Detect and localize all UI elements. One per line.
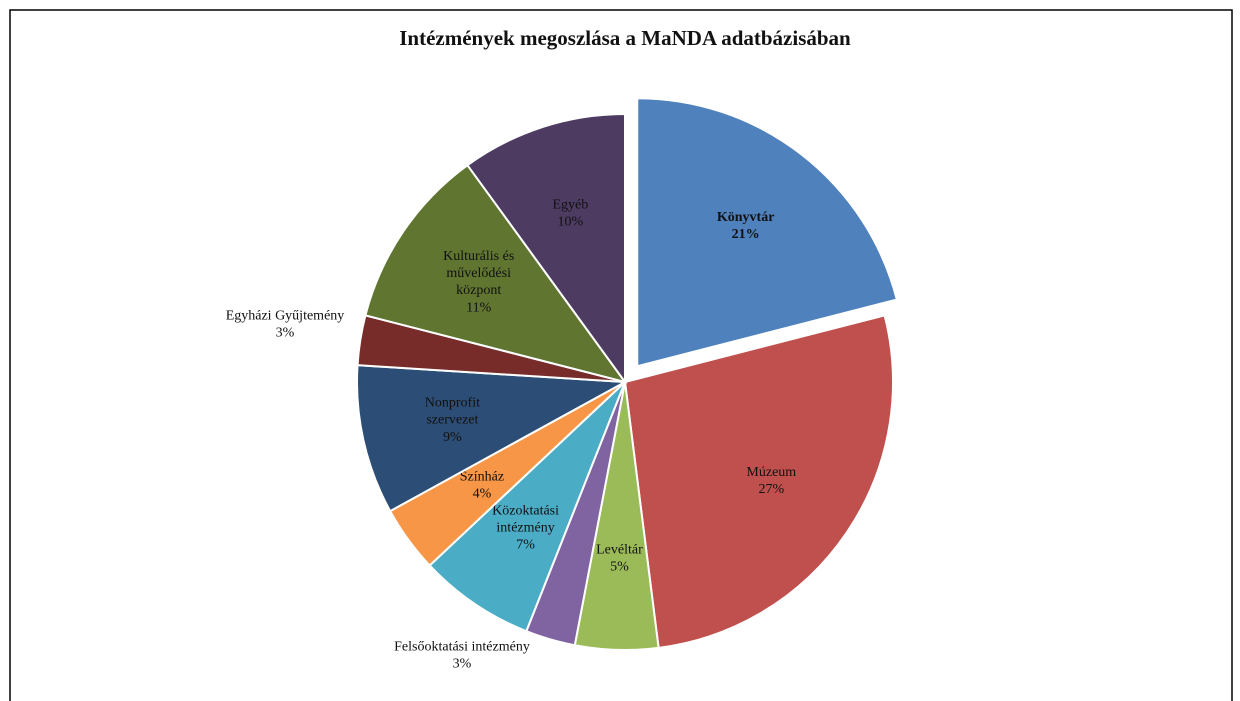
slice-label: Egyéb	[552, 197, 588, 212]
slice-value-label: 9%	[443, 430, 462, 445]
slice-label: Felsőoktatási intézmény	[394, 640, 530, 655]
slice-label: Közoktatási intézmény	[492, 504, 559, 536]
pie-slice	[466, 112, 626, 386]
slice-label: Kulturális és művelődési központ	[443, 249, 514, 298]
pie-slice	[636, 97, 899, 368]
slice-value-label: 4%	[473, 487, 492, 502]
slice-label: Színház	[460, 470, 504, 485]
slice-value-label: 27%	[758, 482, 784, 497]
pie-slice	[364, 163, 628, 384]
slice-label: Nonprofit szervezet	[425, 396, 480, 428]
slice-value-label: 3%	[453, 657, 472, 672]
slice-value-label: 11%	[466, 300, 491, 315]
slice-label: Múzeum	[746, 465, 796, 480]
pie-slice	[623, 314, 894, 650]
slice-label: Egyházi Gyűjtemény	[226, 309, 345, 324]
chart-frame	[9, 9, 1233, 701]
slice-value-label: 10%	[558, 214, 584, 229]
slice-value-label: 5%	[610, 560, 629, 575]
slice-value-label: 7%	[516, 538, 535, 553]
pie-slice	[356, 364, 629, 513]
slice-label: Levéltár	[596, 543, 643, 558]
chart-title: Intézmények megoszlása a MaNDA adatbázis…	[399, 26, 851, 50]
pie-slice	[428, 381, 626, 633]
slice-value-label: 3%	[276, 326, 295, 341]
slice-label: Könyvtár	[717, 210, 775, 225]
slice-value-label: 21%	[732, 227, 760, 242]
